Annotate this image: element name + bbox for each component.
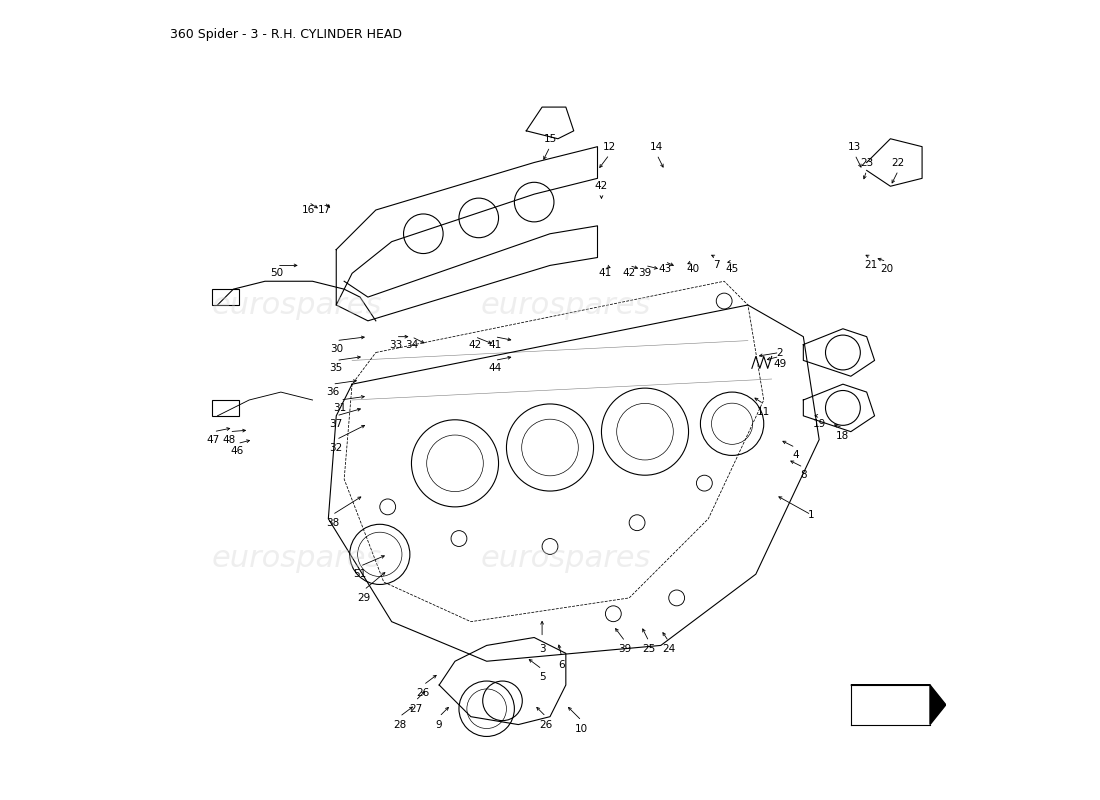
- Text: eurospares: eurospares: [481, 290, 651, 319]
- Text: 39: 39: [618, 644, 631, 654]
- Text: 43: 43: [658, 264, 671, 274]
- Text: 24: 24: [662, 644, 675, 654]
- Text: 48: 48: [223, 434, 236, 445]
- Text: 41: 41: [488, 339, 502, 350]
- Text: 7: 7: [713, 261, 719, 270]
- Text: 15: 15: [543, 134, 557, 144]
- Text: 45: 45: [726, 264, 739, 274]
- Text: 37: 37: [330, 418, 343, 429]
- Text: 3: 3: [539, 644, 546, 654]
- Text: 1: 1: [807, 510, 815, 520]
- Text: 47: 47: [207, 434, 220, 445]
- Text: 18: 18: [836, 430, 849, 441]
- Text: 16: 16: [301, 205, 316, 215]
- Text: 23: 23: [860, 158, 873, 167]
- Text: 46: 46: [231, 446, 244, 457]
- Text: 27: 27: [409, 704, 422, 714]
- Text: 49: 49: [773, 359, 786, 370]
- Text: 4: 4: [792, 450, 799, 461]
- Text: 8: 8: [800, 470, 806, 480]
- Text: 26: 26: [539, 719, 552, 730]
- Text: 50: 50: [271, 268, 284, 278]
- Text: 13: 13: [848, 142, 861, 152]
- Text: 41: 41: [598, 268, 612, 278]
- Text: 12: 12: [603, 142, 616, 152]
- Text: 32: 32: [330, 442, 343, 453]
- Text: 28: 28: [393, 719, 406, 730]
- Polygon shape: [850, 685, 946, 725]
- Text: 21: 21: [864, 261, 878, 270]
- Text: 20: 20: [880, 264, 893, 274]
- Text: 6: 6: [559, 660, 565, 670]
- Text: 44: 44: [488, 363, 502, 374]
- Text: 17: 17: [318, 205, 331, 215]
- Text: 40: 40: [686, 264, 700, 274]
- Text: 39: 39: [638, 268, 651, 278]
- Text: 34: 34: [405, 339, 418, 350]
- Text: eurospares: eurospares: [481, 544, 651, 573]
- Text: 14: 14: [650, 142, 663, 152]
- Text: 42: 42: [623, 268, 636, 278]
- Text: 22: 22: [892, 158, 905, 167]
- Text: 25: 25: [642, 644, 656, 654]
- Text: 31: 31: [333, 403, 346, 413]
- Text: 10: 10: [575, 723, 589, 734]
- Text: 51: 51: [353, 569, 366, 579]
- Text: 9: 9: [436, 719, 442, 730]
- Text: 2: 2: [777, 347, 783, 358]
- Text: eurospares: eurospares: [211, 544, 382, 573]
- Text: 33: 33: [389, 339, 403, 350]
- Text: 35: 35: [330, 363, 343, 374]
- Text: 5: 5: [539, 672, 546, 682]
- Text: 29: 29: [358, 593, 371, 603]
- Text: 30: 30: [330, 343, 343, 354]
- Text: 42: 42: [469, 339, 482, 350]
- Text: 11: 11: [757, 407, 770, 417]
- Text: 38: 38: [326, 518, 339, 528]
- Text: 19: 19: [813, 418, 826, 429]
- Text: eurospares: eurospares: [211, 290, 382, 319]
- Text: 26: 26: [417, 688, 430, 698]
- Text: 42: 42: [595, 182, 608, 191]
- Text: 36: 36: [326, 387, 339, 397]
- Text: 360 Spider - 3 - R.H. CYLINDER HEAD: 360 Spider - 3 - R.H. CYLINDER HEAD: [170, 28, 402, 41]
